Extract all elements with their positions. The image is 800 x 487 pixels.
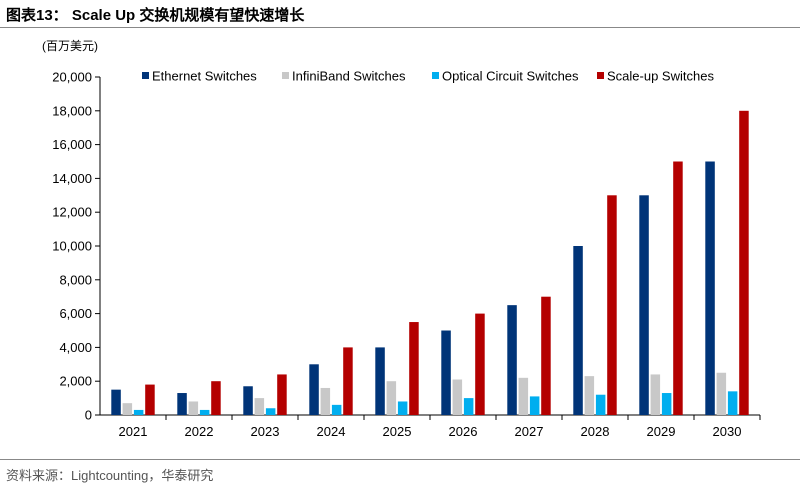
bar-scale-up-switches-2022 — [211, 381, 221, 415]
legend-swatch — [432, 72, 439, 79]
bar-ethernet-switches-2022 — [177, 393, 187, 415]
y-tick-label: 18,000 — [52, 103, 92, 118]
legend-label: Optical Circuit Switches — [442, 69, 579, 84]
x-tick-label: 2030 — [713, 424, 742, 439]
x-tick-label: 2025 — [383, 424, 412, 439]
y-tick-label: 14,000 — [52, 171, 92, 186]
y-axis-unit-label: (百万美元) — [42, 39, 98, 53]
bar-optical-circuit-switches-2027 — [529, 396, 540, 415]
bar-ethernet-switches-2026 — [441, 330, 451, 415]
top-divider — [0, 27, 800, 28]
bar-ethernet-switches-2029 — [639, 195, 649, 415]
bar-infiniband-switches-2030 — [716, 372, 727, 415]
x-tick-label: 2022 — [185, 424, 214, 439]
legend-label: InfiniBand Switches — [292, 69, 406, 84]
bar-scale-up-switches-2021 — [145, 384, 155, 415]
x-tick-label: 2023 — [251, 424, 280, 439]
bar-optical-circuit-switches-2024 — [331, 404, 342, 415]
bar-optical-circuit-switches-2025 — [397, 401, 408, 415]
bar-optical-circuit-switches-2023 — [265, 408, 276, 415]
y-tick-label: 20,000 — [52, 70, 92, 85]
bar-ethernet-switches-2030 — [705, 161, 715, 415]
bar-optical-circuit-switches-2022 — [199, 409, 210, 415]
bar-scale-up-switches-2023 — [277, 374, 287, 415]
bar-scale-up-switches-2029 — [673, 161, 683, 415]
bar-ethernet-switches-2025 — [375, 347, 385, 415]
figure-title: 图表13： Scale Up 交换机规模有望快速增长 — [6, 7, 305, 24]
legend-label: Ethernet Switches — [152, 69, 257, 84]
bar-infiniband-switches-2024 — [320, 387, 331, 415]
bar-ethernet-switches-2027 — [507, 305, 517, 415]
y-tick-label: 0 — [85, 408, 92, 423]
bar-infiniband-switches-2028 — [584, 376, 595, 415]
bar-ethernet-switches-2024 — [309, 364, 319, 415]
bar-infiniband-switches-2023 — [254, 398, 265, 415]
bar-ethernet-switches-2021 — [111, 389, 121, 415]
legend-swatch — [597, 72, 604, 79]
y-tick-label: 4,000 — [59, 340, 92, 355]
x-tick-label: 2021 — [119, 424, 148, 439]
y-tick-label: 12,000 — [52, 205, 92, 220]
x-tick-label: 2028 — [581, 424, 610, 439]
x-tick-label: 2029 — [647, 424, 676, 439]
y-tick-label: 6,000 — [59, 306, 92, 321]
bar-optical-circuit-switches-2026 — [463, 398, 474, 415]
bar-ethernet-switches-2028 — [573, 246, 583, 415]
bar-infiniband-switches-2027 — [518, 377, 529, 415]
source-note: 资料来源：Lightcounting，华泰研究 — [6, 468, 214, 483]
bar-optical-circuit-switches-2030 — [727, 391, 738, 415]
bar-scale-up-switches-2025 — [409, 322, 419, 415]
bar-scale-up-switches-2030 — [739, 110, 749, 416]
bar-infiniband-switches-2026 — [452, 379, 463, 415]
y-tick-label: 8,000 — [59, 272, 92, 287]
bar-infiniband-switches-2021 — [122, 403, 133, 415]
bar-scale-up-switches-2026 — [475, 313, 485, 415]
legend-label: Scale-up Switches — [607, 69, 714, 84]
y-tick-label: 16,000 — [52, 137, 92, 152]
bar-optical-circuit-switches-2028 — [595, 394, 606, 415]
x-tick-label: 2027 — [515, 424, 544, 439]
bottom-divider — [0, 459, 800, 460]
y-tick-label: 2,000 — [59, 374, 92, 389]
bar-scale-up-switches-2027 — [541, 296, 551, 415]
x-tick-label: 2026 — [449, 424, 478, 439]
x-tick-label: 2024 — [317, 424, 346, 439]
bar-scale-up-switches-2024 — [343, 347, 353, 415]
bar-infiniband-switches-2025 — [386, 381, 397, 415]
bar-optical-circuit-switches-2021 — [133, 409, 144, 415]
y-tick-label: 10,000 — [52, 239, 92, 254]
bar-infiniband-switches-2022 — [188, 401, 199, 415]
bar-infiniband-switches-2029 — [650, 374, 661, 415]
legend-swatch — [282, 72, 289, 79]
bar-optical-circuit-switches-2029 — [661, 393, 672, 415]
bar-scale-up-switches-2028 — [607, 195, 617, 415]
legend-swatch — [142, 72, 149, 79]
bar-ethernet-switches-2023 — [243, 386, 253, 415]
